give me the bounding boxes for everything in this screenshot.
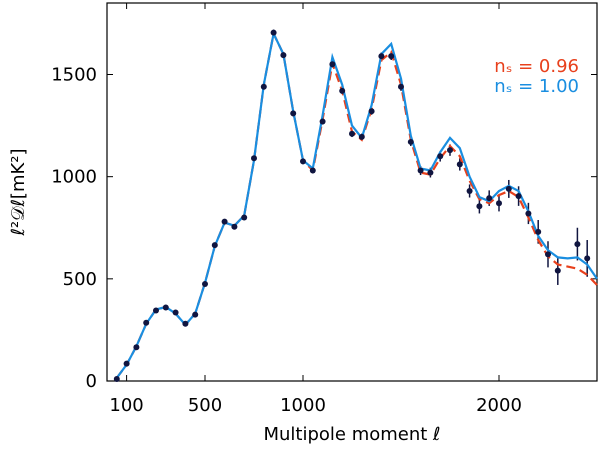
data-point (192, 311, 199, 318)
data-point (545, 251, 551, 258)
data-point (300, 158, 306, 165)
data-point (231, 223, 238, 230)
data-point (329, 61, 336, 68)
data-point (251, 155, 257, 162)
legend-label: nₛ = 0.96 (494, 56, 579, 77)
data-point (535, 228, 542, 235)
data-point (260, 83, 267, 90)
data-point (554, 267, 561, 274)
data-point (309, 167, 316, 174)
data-point (153, 307, 159, 314)
plot-frame (106, 2, 598, 382)
data-point (290, 110, 297, 117)
data-point (447, 147, 453, 154)
x-tick-label: 1000 (280, 395, 326, 416)
data-point (368, 108, 375, 115)
data-point (505, 185, 512, 192)
legend-label: nₛ = 1.00 (494, 76, 579, 97)
data-point (378, 53, 385, 60)
data-point (270, 29, 277, 36)
data-point (417, 167, 424, 174)
data-point (211, 242, 218, 249)
data-point (486, 195, 493, 202)
x-axis-label: Multipole moment ℓ (263, 424, 440, 445)
data-point (319, 118, 326, 125)
data-point (172, 309, 179, 316)
y-tick-label: 1500 (51, 65, 97, 86)
data-point (202, 280, 208, 287)
data-point (349, 130, 355, 137)
data-point (241, 214, 248, 221)
y-axis-label: ℓ²𝒟ℓ[mK²] (8, 148, 29, 236)
data-point (525, 210, 532, 217)
data-point (123, 360, 130, 367)
y-tick-label: 0 (86, 371, 97, 392)
y-tick-label: 500 (63, 269, 97, 290)
data-point (358, 133, 365, 140)
data-point (133, 344, 140, 351)
data-point (476, 203, 483, 210)
data-point (113, 375, 120, 382)
x-tick-label: 100 (109, 395, 143, 416)
data-point (437, 153, 444, 160)
data-point (456, 161, 463, 168)
x-tick-label: 500 (188, 395, 222, 416)
data-point (398, 83, 404, 90)
data-point (162, 304, 169, 311)
data-point (407, 138, 414, 145)
data-point (388, 53, 395, 60)
data-point (427, 169, 434, 176)
x-tick-label: 2000 (476, 395, 522, 416)
data-point (496, 200, 502, 207)
data-point (584, 255, 591, 262)
data-point (221, 218, 228, 225)
data-point (339, 87, 346, 94)
data-point (143, 319, 150, 326)
data-point (280, 52, 287, 59)
data-point (466, 187, 473, 194)
data-point (515, 193, 522, 200)
series-line (115, 30, 598, 379)
data-point (182, 320, 189, 327)
y-tick-label: 1000 (51, 167, 97, 188)
data-point (574, 241, 581, 248)
